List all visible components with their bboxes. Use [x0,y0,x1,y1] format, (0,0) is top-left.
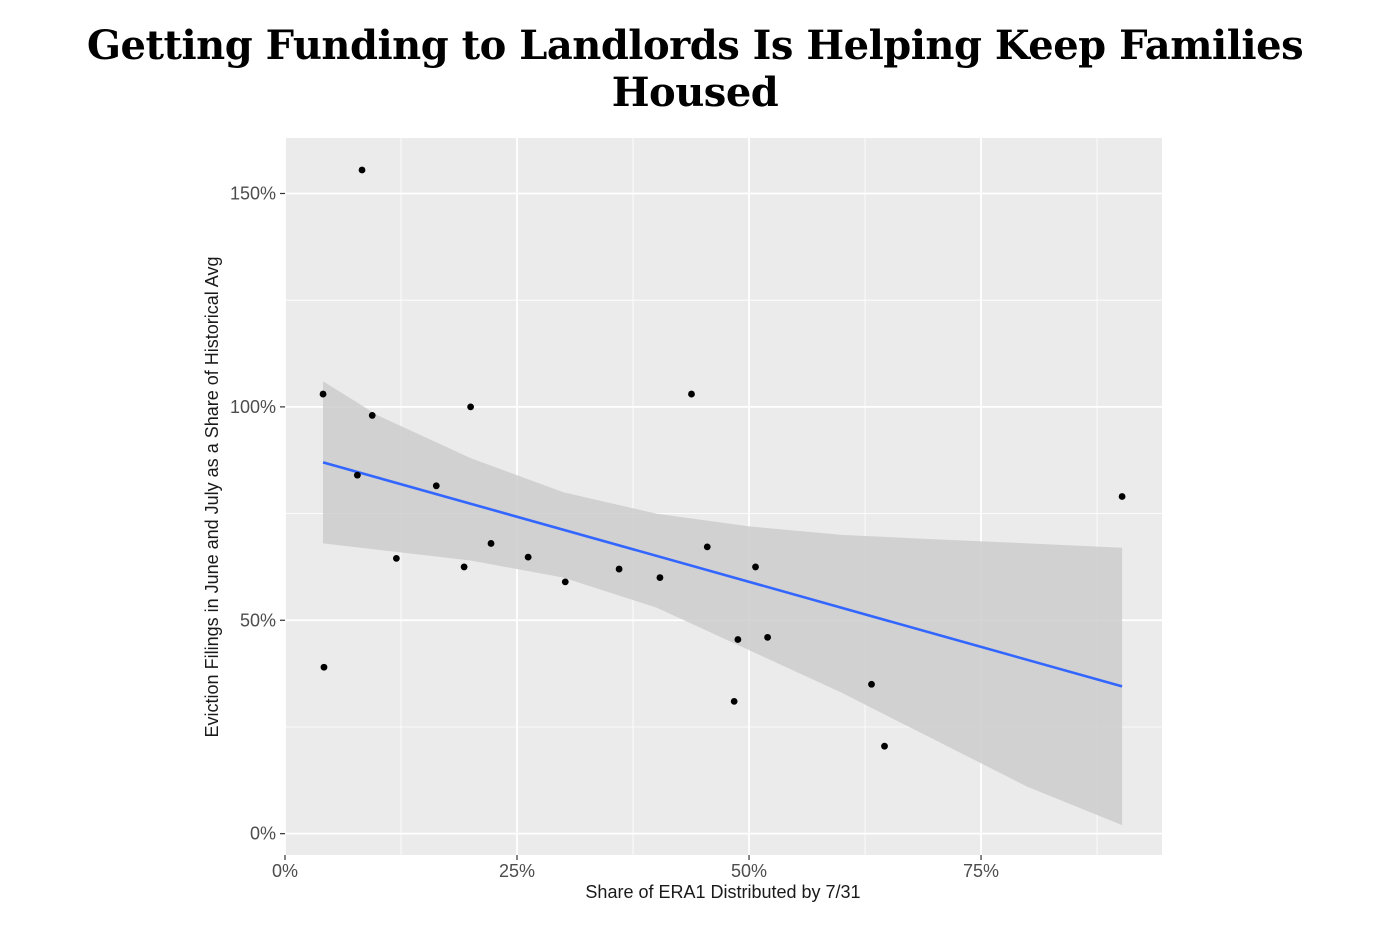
data-point [881,742,888,750]
data-point [467,403,475,411]
data-point [703,543,711,551]
data-point [752,563,759,571]
data-point [656,574,664,581]
data-point [460,563,468,571]
x-tick-label: 75% [963,861,999,881]
data-point [764,633,771,641]
data-point [358,166,366,174]
regression-line [322,461,1123,688]
data-point [353,471,361,479]
data-point [561,578,569,586]
data-point [432,482,440,490]
data-point [524,553,532,561]
data-point [320,663,328,671]
y-axis-title: Eviction Filings in June and July as a S… [202,257,222,738]
data-point [868,680,875,688]
x-tick-label: 25% [499,861,535,881]
data-point [368,412,376,419]
data-points [319,166,1126,750]
y-tick-label: 100% [230,397,276,417]
confidence-band [323,381,1123,826]
chart-title: Getting Funding to Landlords Is Helping … [86,22,1304,116]
data-point [688,390,695,398]
data-point [615,565,623,573]
y-tick-label: 0% [250,824,276,844]
x-tick-label: 0% [272,861,298,881]
y-tick-label: 50% [240,610,276,630]
x-axis-title: Share of ERA1 Distributed by 7/31 [585,882,860,902]
x-tick-label: 50% [731,861,767,881]
data-point [392,554,400,562]
data-point [1118,493,1126,500]
data-point [734,636,742,643]
data-point [730,697,738,705]
data-point [319,390,327,398]
data-point [487,540,495,547]
x-axis-ticks: 0% 25% 50% 75% [272,855,999,881]
y-axis-ticks: 0% 50% 100% 150% [230,183,285,844]
y-tick-label: 150% [230,183,276,203]
